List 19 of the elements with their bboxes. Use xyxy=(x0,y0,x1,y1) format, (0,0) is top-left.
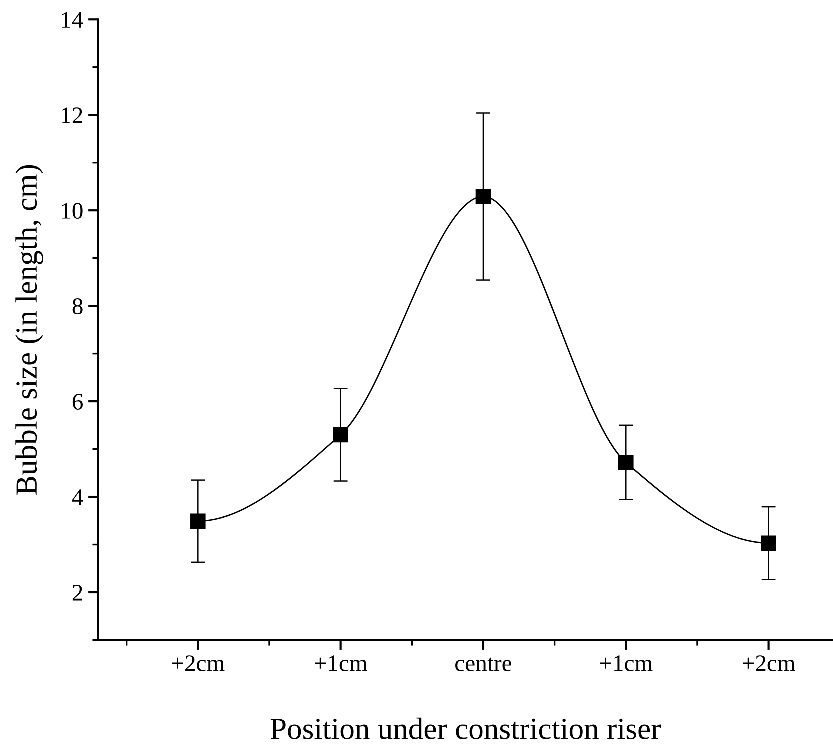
y-tick-label: 4 xyxy=(72,490,84,506)
point xyxy=(190,514,206,530)
x-tick-label: +2cm xyxy=(742,656,796,672)
y-tick-label: 10 xyxy=(62,203,83,220)
point xyxy=(476,189,492,204)
y-tick-label: 12 xyxy=(62,108,82,124)
x-axis-title: Position under constriction riser xyxy=(270,718,661,740)
y-tick-label: 14 xyxy=(62,12,84,28)
x-tick-label: +1cm xyxy=(600,656,653,672)
point xyxy=(761,536,776,551)
y-axis-title: Bubble size (in length, cm) xyxy=(16,165,44,495)
x-tick-label: +2cm xyxy=(172,656,225,672)
y-tick-label: 6 xyxy=(72,394,84,410)
point xyxy=(333,427,348,443)
y-tick-label: 8 xyxy=(72,298,83,314)
x-tick-label: +1cm xyxy=(315,656,368,672)
x-tick-label: centre xyxy=(456,658,512,672)
point xyxy=(618,455,634,470)
y-tick-label: 2 xyxy=(72,585,82,601)
